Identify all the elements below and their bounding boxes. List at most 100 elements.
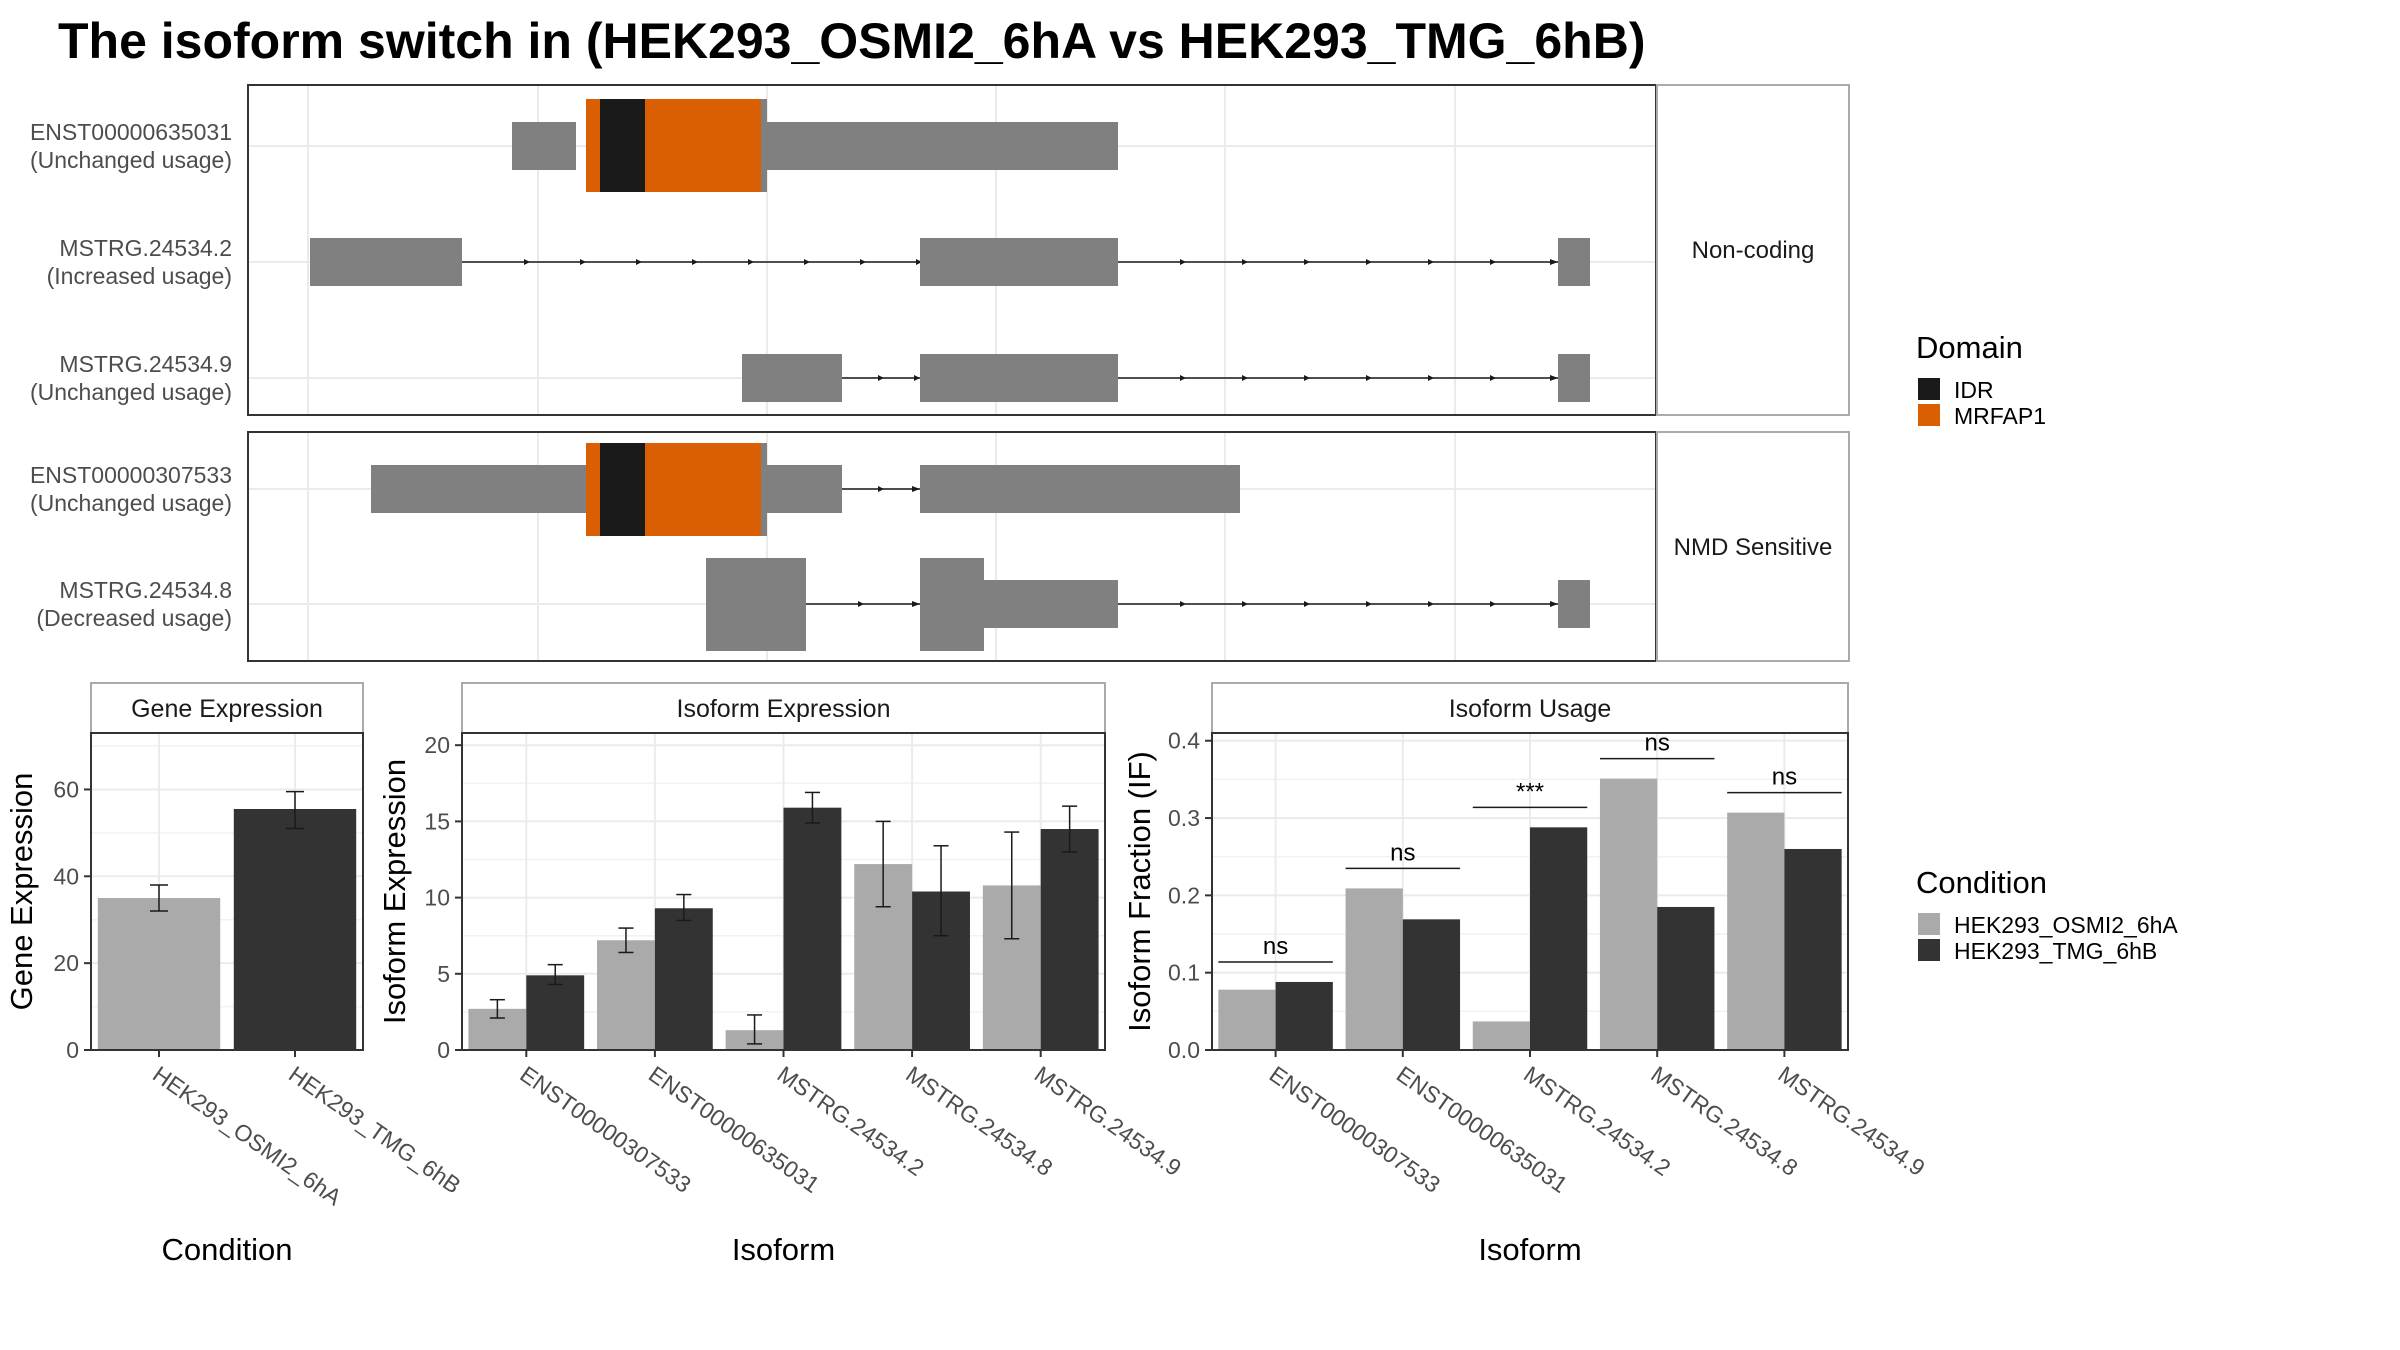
legend-swatch-tmg bbox=[1918, 939, 1940, 961]
exon bbox=[760, 122, 1118, 170]
y-tick-label: 0 bbox=[66, 1037, 79, 1063]
x-axis-title: Condition bbox=[162, 1232, 293, 1267]
transcript-label-usage: (Increased usage) bbox=[47, 263, 232, 289]
bar bbox=[1784, 848, 1842, 1050]
exon-coding bbox=[920, 558, 984, 651]
exon bbox=[920, 238, 1118, 286]
transcript-enst00000307533 bbox=[371, 443, 1240, 536]
bar bbox=[97, 898, 221, 1050]
transcript-label-usage: (Decreased usage) bbox=[36, 605, 232, 631]
legend-label-tmg: HEK293_TMG_6hB bbox=[1954, 938, 2157, 964]
facet-strip-noncoding bbox=[1656, 84, 1850, 416]
panel-title: Isoform Usage bbox=[1449, 695, 1612, 723]
bar bbox=[233, 808, 357, 1050]
y-tick-label: 10 bbox=[424, 885, 450, 911]
panel-border bbox=[90, 732, 364, 1051]
bar bbox=[1530, 827, 1588, 1050]
structure-panel-noncoding: Non-coding bbox=[247, 84, 1850, 416]
exon bbox=[920, 354, 1118, 402]
transcript-mstrg-24534-8 bbox=[706, 558, 1590, 651]
intron-arrows bbox=[858, 601, 1558, 607]
y-tick-label: 20 bbox=[424, 732, 450, 758]
significance-label: ns bbox=[1645, 730, 1670, 757]
y-axis-title: Gene Expression bbox=[4, 773, 39, 1011]
transcript-label-usage: (Unchanged usage) bbox=[30, 379, 232, 405]
bar bbox=[1275, 981, 1333, 1050]
domain-idr bbox=[600, 443, 645, 536]
transcript-enst00000635031 bbox=[512, 99, 1118, 192]
significance-label: ns bbox=[1263, 933, 1288, 960]
transcript-labels: ENST00000635031 (Unchanged usage) MSTRG.… bbox=[30, 119, 232, 631]
y-tick-label: 0.3 bbox=[1168, 805, 1200, 831]
exon bbox=[1558, 354, 1590, 402]
bar bbox=[1657, 906, 1715, 1050]
legend-swatch-osmi2 bbox=[1918, 913, 1940, 935]
bar bbox=[783, 807, 842, 1050]
domain-legend: Domain IDR MRFAP1 bbox=[1916, 330, 2046, 429]
bar bbox=[1345, 888, 1403, 1050]
y-axis-title: Isoform Expression bbox=[377, 759, 412, 1024]
domain-legend-title: Domain bbox=[1916, 330, 2023, 365]
facet-label-noncoding: Non-coding bbox=[1692, 237, 1815, 264]
isoform-expression-chart: Isoform Expression05101520ENST0000030753… bbox=[377, 682, 1186, 1267]
panel-strip bbox=[461, 682, 1106, 734]
bar bbox=[526, 975, 585, 1050]
bar bbox=[597, 940, 655, 1050]
structure-panel-nmd: NMD Sensitive bbox=[247, 431, 1850, 662]
y-axis-title: Isoform Fraction (IF) bbox=[1122, 751, 1157, 1032]
legend-swatch-mrfap1 bbox=[1918, 404, 1940, 426]
transcript-label-id: ENST00000635031 bbox=[30, 119, 232, 145]
bar bbox=[1472, 1021, 1530, 1050]
y-tick-label: 5 bbox=[437, 961, 450, 987]
exon bbox=[1558, 238, 1590, 286]
legend-swatch-idr bbox=[1918, 378, 1940, 400]
bar bbox=[1599, 778, 1658, 1050]
y-tick-label: 0.1 bbox=[1168, 960, 1200, 986]
bar bbox=[1040, 829, 1099, 1050]
y-tick-label: 20 bbox=[53, 950, 79, 976]
facet-label-nmd: NMD Sensitive bbox=[1674, 534, 1833, 561]
facet-strip-nmd bbox=[1656, 431, 1850, 662]
exon bbox=[760, 465, 842, 513]
exon-coding bbox=[706, 558, 806, 651]
legend-label-osmi2: HEK293_OSMI2_6hA bbox=[1954, 912, 2178, 938]
bar bbox=[1727, 812, 1785, 1050]
transcript-label-usage: (Unchanged usage) bbox=[30, 147, 232, 173]
intron-arrows bbox=[878, 375, 1558, 381]
transcript-label-id: MSTRG.24534.2 bbox=[59, 235, 232, 261]
condition-legend-title: Condition bbox=[1916, 865, 2047, 900]
transcript-label-id: ENST00000307533 bbox=[30, 462, 232, 488]
intron-arrows bbox=[524, 259, 1558, 265]
intron-arrows bbox=[878, 486, 920, 492]
transcript-mstrg-24534-2 bbox=[310, 238, 1590, 286]
x-axis-title: Isoform bbox=[732, 1232, 835, 1267]
domain-idr bbox=[600, 99, 645, 192]
transcript-label-id: MSTRG.24534.9 bbox=[59, 351, 232, 377]
exon bbox=[984, 580, 1118, 628]
bar bbox=[1402, 919, 1461, 1050]
isoform-usage-chart: Isoform Usagensns***nsns0.00.10.20.30.4E… bbox=[1122, 682, 1930, 1267]
exon bbox=[310, 238, 462, 286]
x-axis-title: Isoform bbox=[1478, 1232, 1581, 1267]
exon bbox=[920, 465, 1240, 513]
y-tick-label: 0.2 bbox=[1168, 882, 1200, 908]
condition-legend: Condition HEK293_OSMI2_6hA HEK293_TMG_6h… bbox=[1916, 865, 2178, 964]
exon bbox=[742, 354, 842, 402]
transcript-label-usage: (Unchanged usage) bbox=[30, 490, 232, 516]
significance-label: ns bbox=[1772, 764, 1797, 791]
legend-label-idr: IDR bbox=[1954, 377, 1994, 403]
legend-label-mrfap1: MRFAP1 bbox=[1954, 403, 2046, 429]
figure-title: The isoform switch in (HEK293_OSMI2_6hA … bbox=[58, 13, 1645, 69]
y-tick-label: 0.0 bbox=[1168, 1037, 1200, 1063]
exon bbox=[512, 122, 576, 170]
y-tick-label: 0.4 bbox=[1168, 728, 1200, 754]
bar bbox=[654, 908, 713, 1050]
exon bbox=[371, 465, 586, 513]
panel-title: Isoform Expression bbox=[677, 695, 891, 723]
y-tick-label: 0 bbox=[437, 1037, 450, 1063]
y-tick-label: 15 bbox=[424, 808, 450, 834]
y-tick-label: 60 bbox=[53, 776, 79, 802]
significance-label: ns bbox=[1390, 839, 1415, 866]
y-tick-label: 40 bbox=[53, 863, 79, 889]
